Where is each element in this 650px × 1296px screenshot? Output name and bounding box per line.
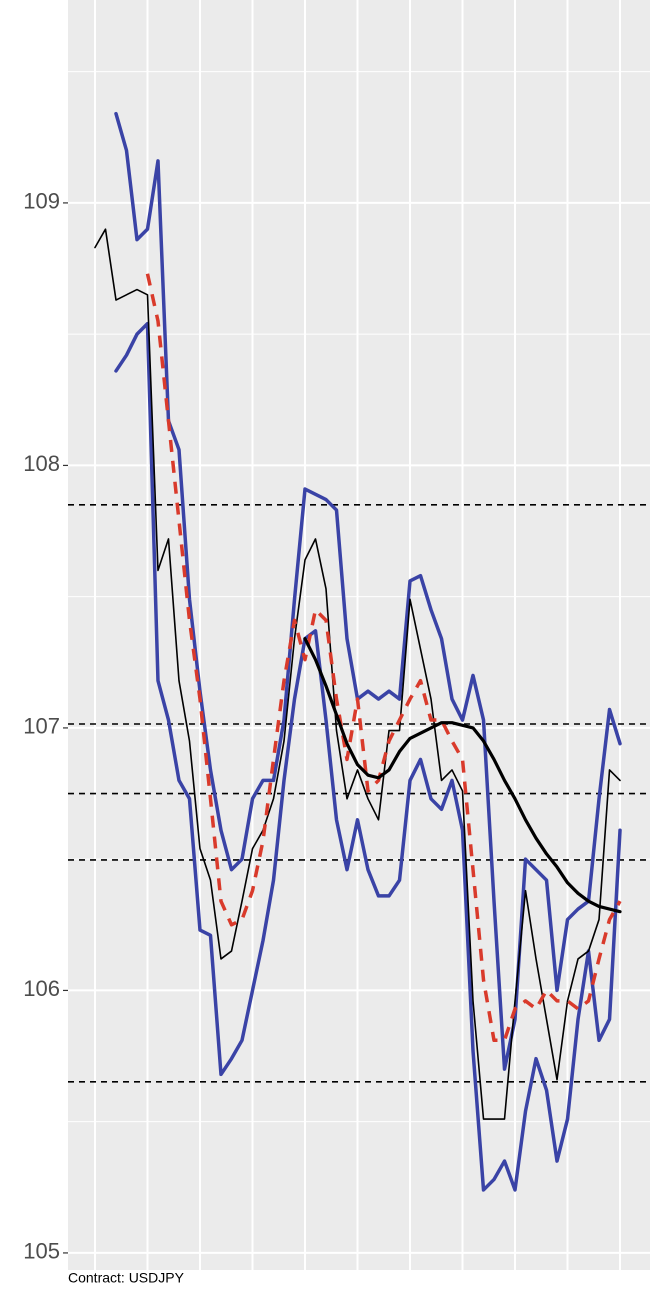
- series-line: [145, 273, 622, 1043]
- series-line: [303, 637, 622, 914]
- y-tick-label: 107: [23, 714, 60, 739]
- y-tick-label: 109: [23, 189, 60, 214]
- y-tick-label: 108: [23, 451, 60, 476]
- y-tick-label: 105: [23, 1239, 60, 1264]
- series-line: [94, 228, 621, 1120]
- caption: Contract: USDJPY: [68, 1270, 185, 1286]
- series-line: [114, 321, 622, 1192]
- y-tick-label: 106: [23, 976, 60, 1001]
